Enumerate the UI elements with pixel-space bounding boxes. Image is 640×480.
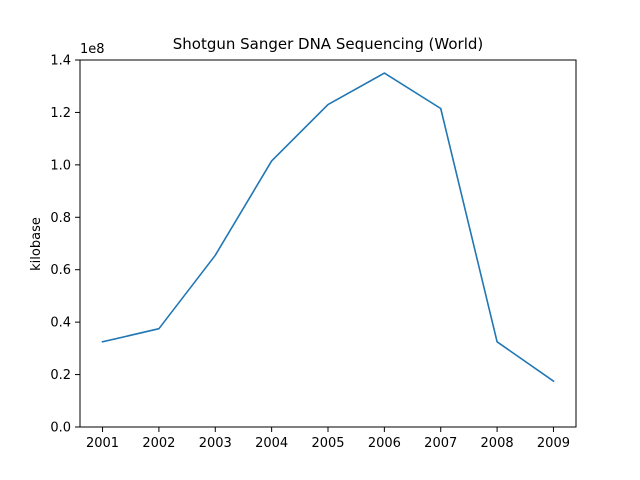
x-tick-label: 2006: [368, 436, 401, 451]
y-tick-label: 0.0: [50, 421, 71, 436]
series-line: [101, 72, 555, 383]
x-tick-label: 2001: [86, 436, 119, 451]
y-tick-label: 1.2: [50, 106, 71, 121]
x-tick-label: 2002: [142, 436, 175, 451]
x-tick-label: 2004: [255, 436, 288, 451]
y-tick-label: 1.4: [50, 54, 71, 69]
y-tick-label: 0.6: [50, 263, 71, 278]
x-tick-label: 2008: [481, 436, 514, 451]
x-tick-label: 2003: [199, 436, 232, 451]
y-tick-label: 0.4: [50, 316, 71, 331]
y-axis-label: kilobase: [29, 217, 44, 271]
x-tick-label: 2005: [311, 436, 344, 451]
y-tick-label: 0.8: [50, 211, 71, 226]
plot-area: 2001 2002 2003 2004 2005 2006 2007 2008 2009 0.0 0…: [50, 54, 570, 452]
y-offset-label: 1e8: [80, 42, 105, 57]
x-tick-label: 2009: [537, 436, 570, 451]
x-tick-label: 2007: [424, 436, 457, 451]
chart-title: Shotgun Sanger DNA Sequencing (World): [173, 35, 484, 53]
axes-frame: [79, 59, 577, 428]
y-tick-label: 1.0: [50, 158, 71, 173]
y-tick-label: 0.2: [50, 368, 71, 383]
